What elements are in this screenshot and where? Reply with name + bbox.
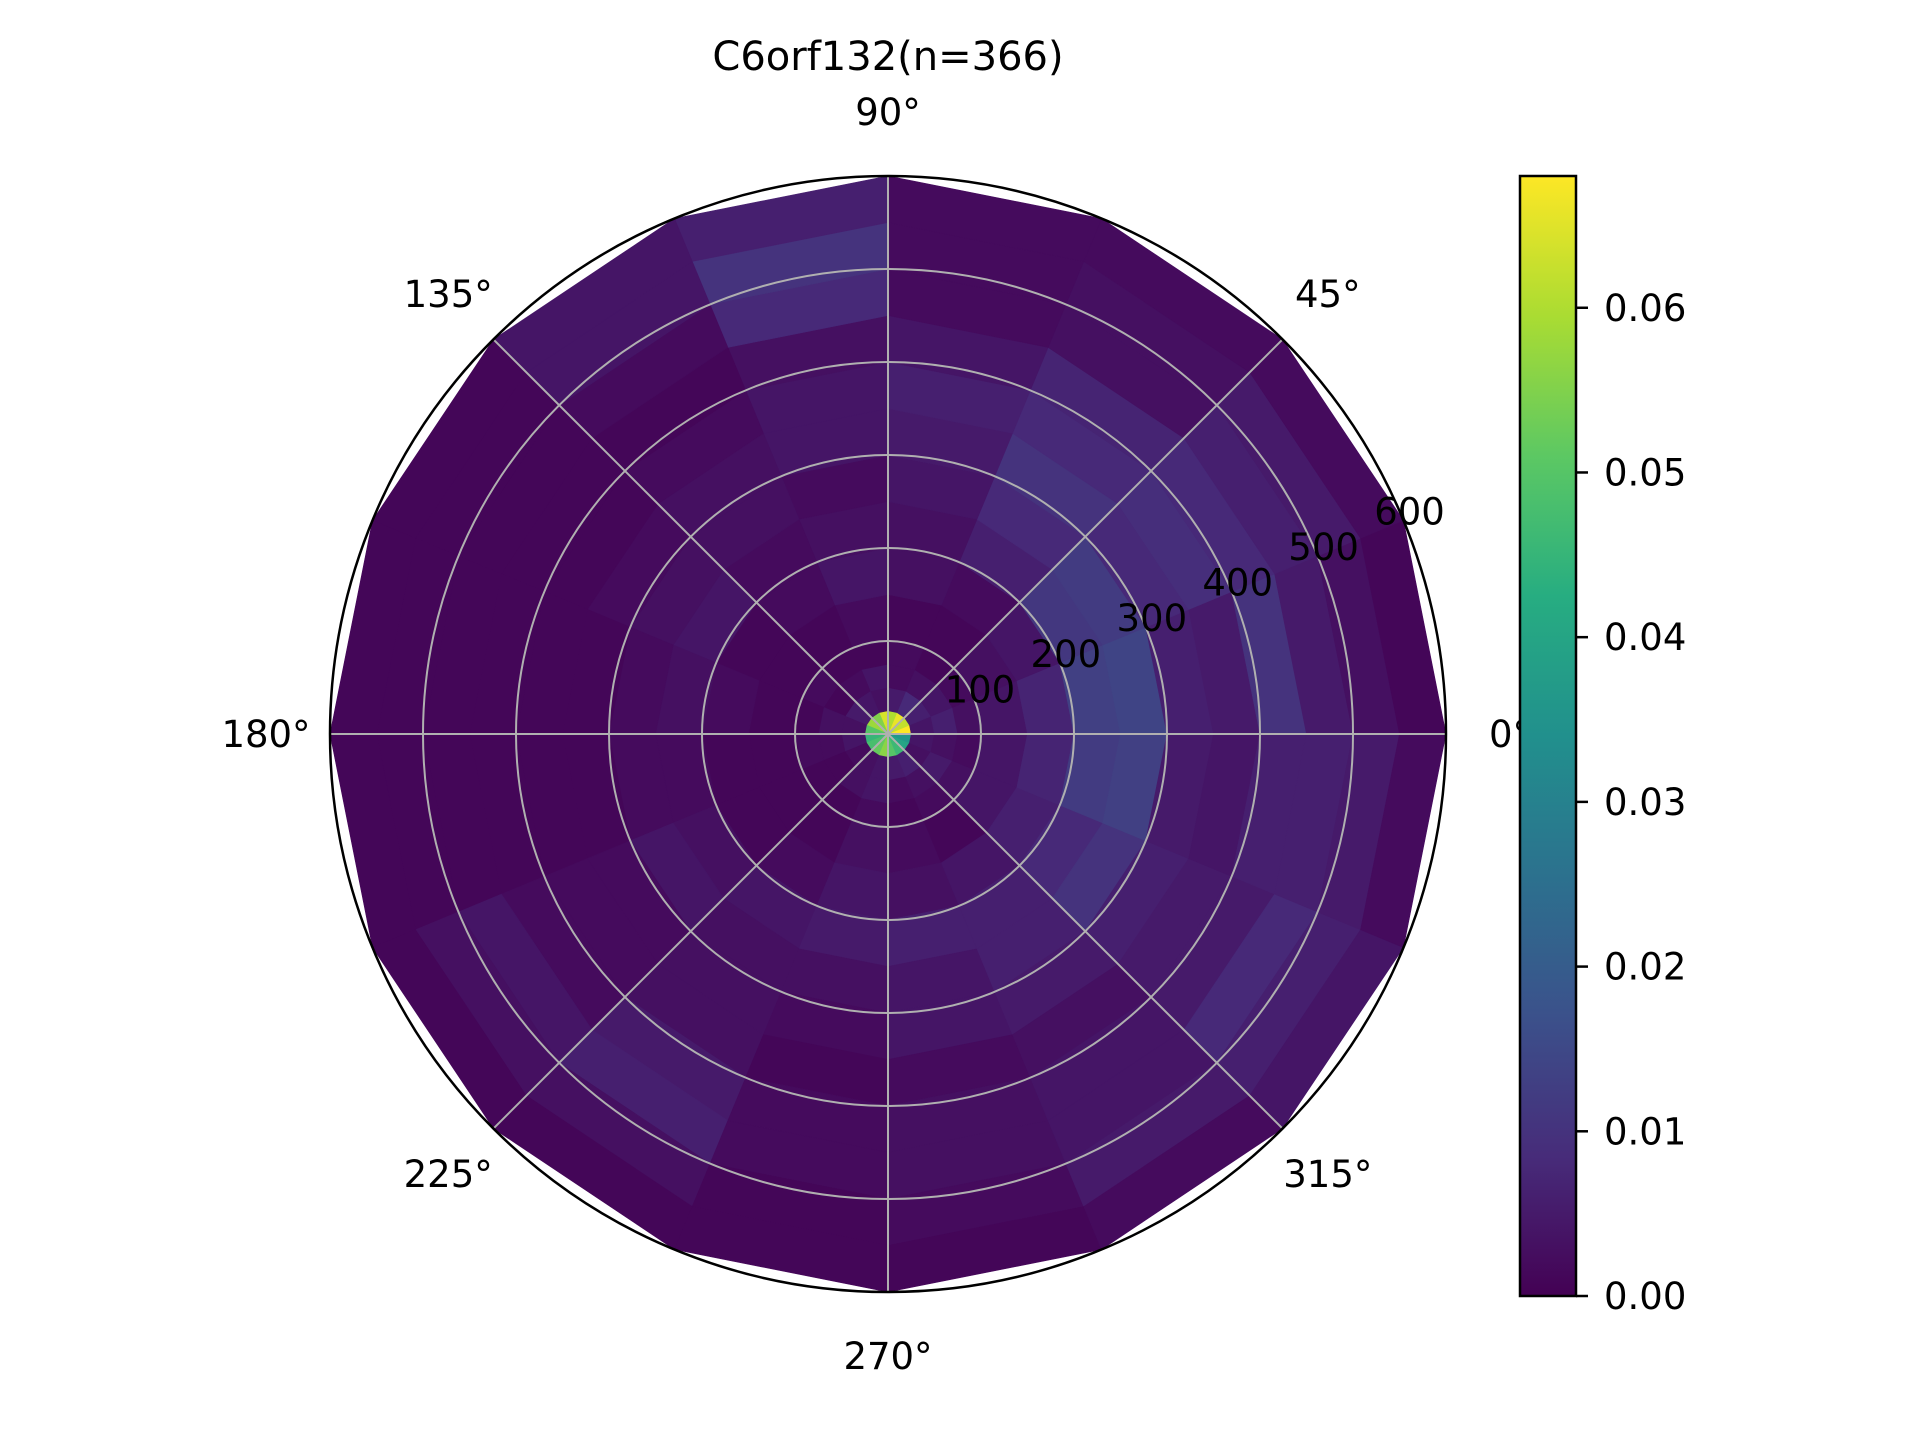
theta-tick-label: 225° <box>404 1153 493 1196</box>
radial-tick-label: 200 <box>1030 633 1101 676</box>
polar-frame <box>328 174 1448 1294</box>
colorbar-tick-label: 0.00 <box>1604 1275 1686 1318</box>
grid-spoke <box>887 733 1284 1130</box>
colorbar-tick-label: 0.03 <box>1604 781 1686 824</box>
radial-tick-label: 400 <box>1202 562 1273 605</box>
colorbar-tick-label: 0.01 <box>1604 1110 1686 1153</box>
radial-tick-label: 600 <box>1374 491 1445 534</box>
polar-grid <box>330 176 1446 1292</box>
theta-tick-label: 270° <box>843 1335 932 1378</box>
chart-title: C6orf132(n=366) <box>712 34 1063 80</box>
theta-tick-label: 135° <box>404 273 493 316</box>
colorbar-tick-label: 0.06 <box>1604 287 1686 330</box>
colorbar: 0.00 0.01 0.02 0.03 0.04 0.05 0.06 <box>1518 174 1686 1318</box>
grid-spoke <box>887 338 1284 735</box>
colorbar-tick-label: 0.02 <box>1604 946 1686 989</box>
colorbar-tick-label: 0.05 <box>1604 452 1686 495</box>
theta-tick-label: 90° <box>855 91 921 134</box>
grid-spoke <box>492 338 889 735</box>
colorbar-tick-label: 0.04 <box>1604 616 1686 659</box>
theta-tick-labels: 0°45°90°135°180°225°270°315° <box>221 91 1531 1378</box>
theta-tick-label: 45° <box>1295 273 1361 316</box>
radial-tick-label: 300 <box>1116 597 1187 640</box>
theta-tick-label: 180° <box>221 713 310 756</box>
theta-tick-label: 315° <box>1283 1153 1372 1196</box>
colorbar-gradient <box>1518 174 1578 1298</box>
radial-tick-labels: 100 200 300 400 500 600 <box>945 491 1445 712</box>
grid-spoke <box>492 733 889 1130</box>
radial-tick-label: 100 <box>945 668 1016 711</box>
colorbar-ticks: 0.00 0.01 0.02 0.03 0.04 0.05 0.06 <box>1576 287 1686 1318</box>
radial-tick-label: 500 <box>1288 526 1359 569</box>
